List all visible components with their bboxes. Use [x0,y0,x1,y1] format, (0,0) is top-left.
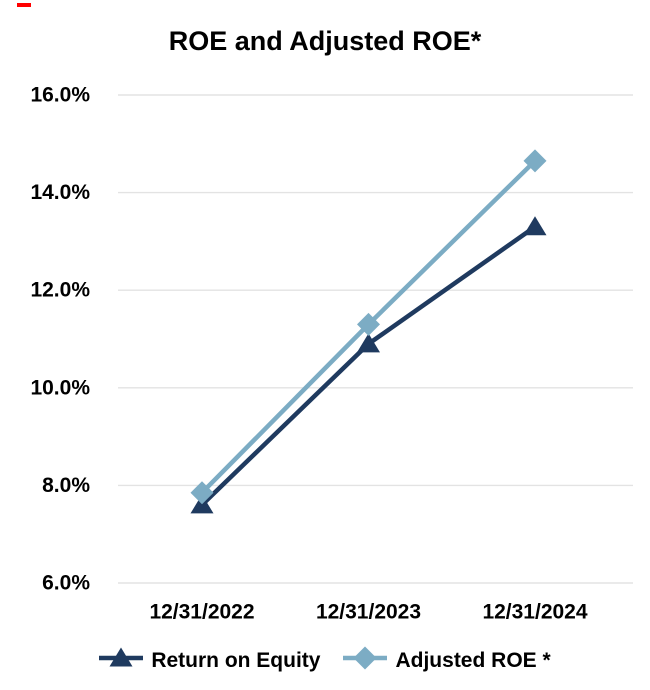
legend-label: Return on Equity [151,648,321,672]
y-axis-label: 8.0% [42,474,90,497]
diamond-marker [190,481,214,505]
x-axis-label: 12/31/2023 [316,601,421,624]
diamond-marker-icon [343,645,388,676]
chart-title: ROE and Adjusted ROE* [168,26,482,56]
legend-item-adjusted-roe: Adjusted ROE * [343,645,551,676]
y-axis-label: 12.0% [30,279,90,302]
series-line-return-on-equity [199,224,538,508]
diamond-marker [523,149,547,173]
legend-label: Adjusted ROE * [395,648,551,672]
y-axis-label: 14.0% [30,181,90,204]
diamond-marker [357,312,380,336]
triangle-marker [357,333,380,353]
triangle-marker [523,216,547,236]
triangle-legend-swatch [99,647,144,667]
y-axis-label: 6.0% [42,572,90,595]
legend: Return on Equity Adjusted ROE * [0,645,650,676]
x-axis-label: 12/31/2022 [149,601,254,624]
triangle-marker-icon [99,645,144,676]
legend-item-return-on-equity: Return on Equity [99,645,320,676]
y-axis-label: 16.0% [30,84,90,107]
diamond-legend-swatch [343,646,388,670]
corner-red-mark [17,3,31,7]
x-axis-label: 12/31/2024 [482,601,587,624]
y-axis-label: 10.0% [30,376,90,399]
